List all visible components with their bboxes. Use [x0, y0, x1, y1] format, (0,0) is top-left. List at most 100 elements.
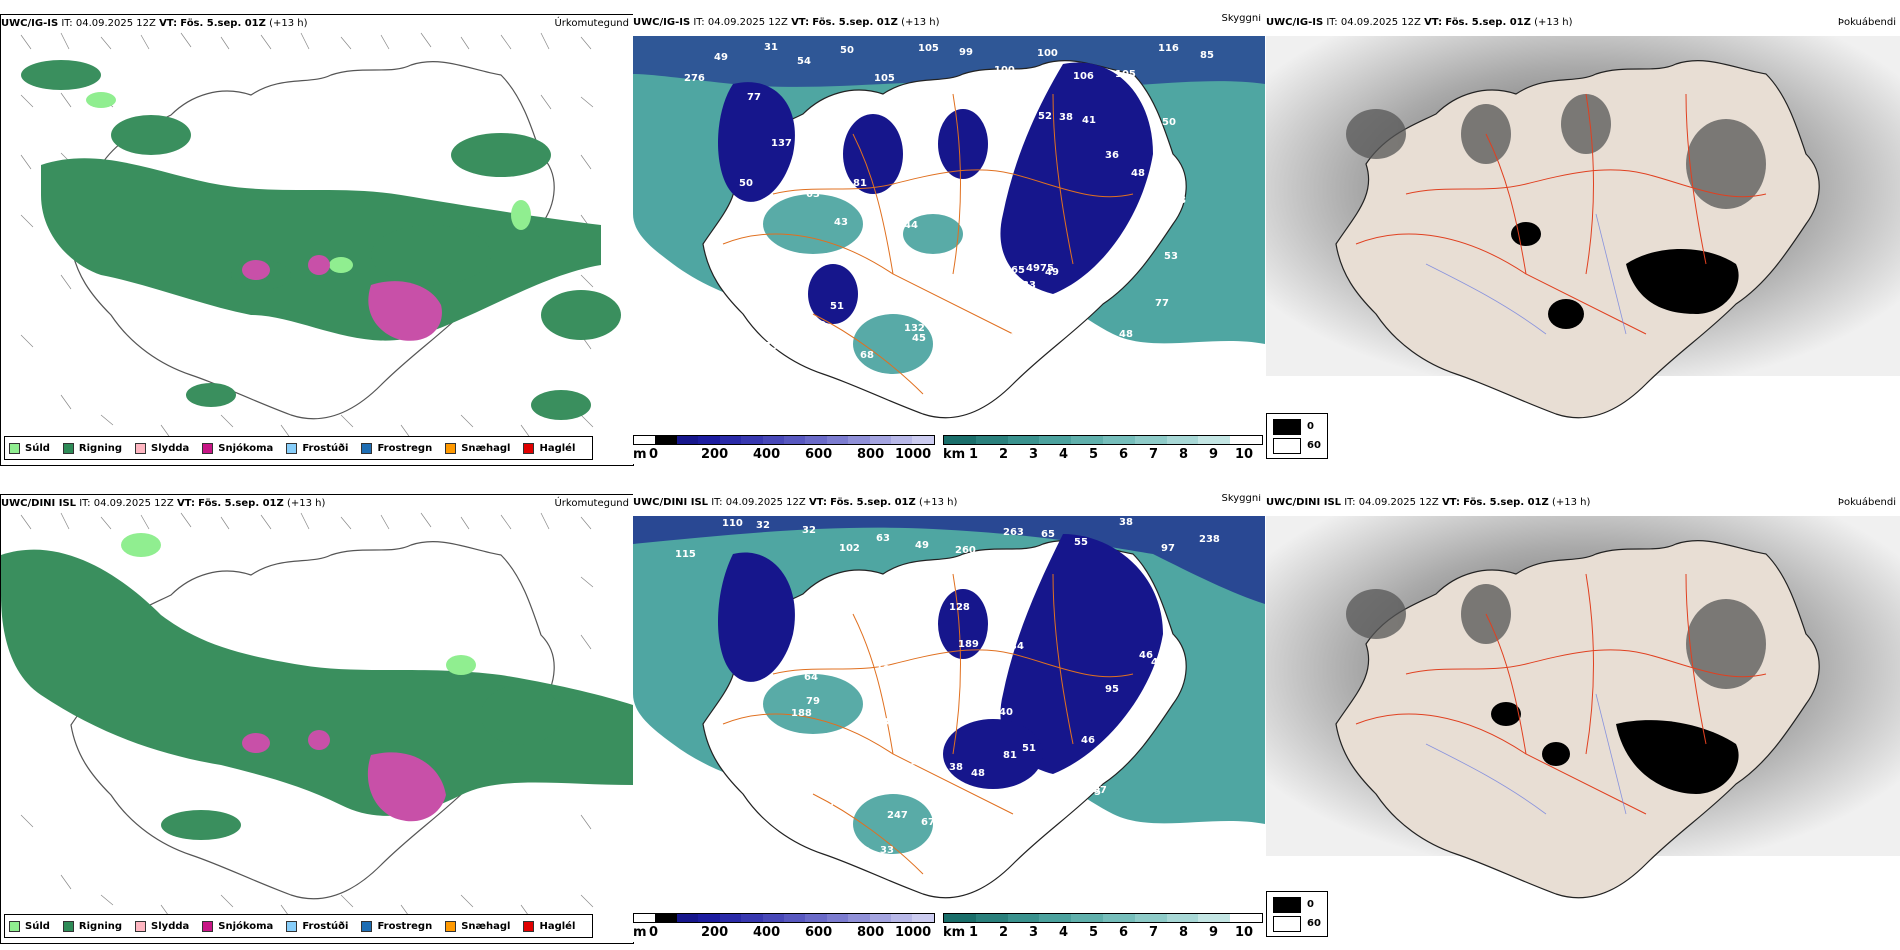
- swatch-icon: [9, 442, 20, 454]
- cloud-base-value: 307: [1086, 785, 1107, 796]
- cloud-base-value: 89: [962, 815, 976, 826]
- colorbar-tick: 2: [999, 447, 1009, 462]
- swatch-icon: [286, 920, 298, 932]
- swatch-icon: [135, 442, 147, 454]
- cloud-base-value: 103: [876, 664, 897, 675]
- swatch-icon: [361, 920, 373, 932]
- colorbar-unit: km: [943, 925, 966, 940]
- legend-item: Rigning: [62, 920, 123, 932]
- cloud-base-value: 49: [714, 52, 728, 63]
- legend-label: Rigning: [78, 920, 123, 932]
- vt-value: Fös. 5.sep. 01Z: [198, 498, 284, 509]
- shade-legend: 0 60: [1266, 891, 1328, 937]
- colorbar-tick: 1: [969, 925, 979, 940]
- cloud-base-value: 61: [882, 772, 896, 783]
- cloud-base-value: 263: [1003, 527, 1024, 538]
- cloud-base-value: 38: [949, 762, 963, 773]
- cloud-base-value: 41: [1082, 115, 1096, 126]
- shade-label-white: 60: [1307, 440, 1321, 451]
- shade-title: Þokuábendi: [1837, 17, 1896, 28]
- colorbar-strip: [943, 435, 1263, 445]
- colorbar-tick: 4: [1059, 925, 1069, 940]
- cloud-base-value: 247: [887, 810, 908, 821]
- cloud-header: UWC/DINI ISL IT: 04.09.2025 12Z VT: Fös.…: [633, 497, 957, 508]
- colorbar-tick: 10: [1235, 925, 1254, 940]
- cloud-base-value: 188: [791, 708, 812, 719]
- cloud-base-value: 42: [947, 320, 961, 331]
- precip-panel: UWC/DINI ISL IT: 04.09.2025 12Z VT: Fös.…: [0, 494, 634, 944]
- it-label: IT:: [1344, 497, 1356, 508]
- shade-label-black: 0: [1307, 899, 1314, 910]
- cloud-map: 276 49 31 54 50 105 105 99 100 100 106 105 116 85 49 13…: [633, 36, 1265, 456]
- cloud-map: 115 110 32 32 102 63 49 260 263 65 55 38 97 238 40 176 7…: [633, 516, 1265, 936]
- precip-header: UWC/IG-IS IT: 04.09.2025 12Z VT: Fös. 5.…: [1, 18, 308, 29]
- legend-item: Súld: [9, 442, 50, 454]
- cloud-base-value: 40: [912, 856, 926, 867]
- cloud-base-value: 166: [829, 179, 850, 190]
- cloud-base-value: 81: [853, 178, 867, 189]
- colorbar-tick: 3: [1029, 447, 1039, 462]
- colorbar-tick: 7: [1149, 447, 1159, 462]
- it-value: 04.09.2025 12Z: [707, 17, 788, 28]
- it-label: IT:: [693, 17, 705, 28]
- legend-item: Frostregn: [361, 920, 433, 932]
- legend-label: Snjókoma: [218, 920, 274, 932]
- colorbar-strip: [943, 913, 1263, 923]
- it-value: 04.09.2025 12Z: [93, 498, 174, 509]
- colorbar-tick: 0: [649, 925, 659, 940]
- cloud-base-value: 51: [1022, 743, 1036, 754]
- cloud-base-value: 110: [722, 518, 743, 529]
- swatch-icon: [202, 920, 214, 932]
- legend-item: Snjókoma: [202, 442, 273, 454]
- precip-header: UWC/DINI ISL IT: 04.09.2025 12Z VT: Fös.…: [1, 498, 325, 509]
- vt-value: Fös. 5.sep. 01Z: [830, 497, 916, 508]
- colorbar-tick: 600: [805, 447, 833, 462]
- legend-label: Haglél: [539, 442, 576, 454]
- cloud-base-value: 44: [904, 220, 918, 231]
- shade-panel: UWC/IG-IS IT: 04.09.2025 12Z VT: Fös. 5.…: [1266, 14, 1900, 464]
- shade-header: UWC/DINI ISL IT: 04.09.2025 12Z VT: Fös.…: [1266, 497, 1590, 508]
- cloud-base-value: 38: [1172, 195, 1186, 206]
- cloud-base-value: 81: [1003, 750, 1017, 761]
- legend-item: Snjókoma: [202, 920, 274, 932]
- legend-label: Súld: [25, 442, 50, 454]
- cloud-base-value: 64: [804, 672, 818, 683]
- cloud-base-value: 40: [999, 707, 1013, 718]
- precip-title: Úrkomutegund: [554, 18, 629, 29]
- colorbar-tick: 7: [1149, 925, 1159, 940]
- colorbar-tick: 400: [753, 925, 781, 940]
- cloud-base-value: 97: [998, 819, 1012, 830]
- colorbar-tick: 800: [857, 925, 885, 940]
- cloud-base-value: 46: [766, 309, 780, 320]
- shade-legend: 0 60: [1266, 413, 1328, 459]
- model-name: UWC/DINI ISL: [1, 498, 77, 509]
- colorbar-tick: 4: [1059, 447, 1069, 462]
- legend-label: Frostregn: [377, 920, 433, 932]
- swatch-icon: [523, 920, 535, 932]
- model-name: UWC/IG-IS: [1266, 17, 1324, 28]
- cloud-base-value: 944: [783, 371, 804, 382]
- colorbar-tick: 1: [969, 447, 979, 462]
- cloud-base-value: 34: [1010, 641, 1024, 652]
- swatch-icon: [135, 920, 147, 932]
- cloud-base-value: 72: [1027, 567, 1041, 578]
- colorbar-tick: 8: [1179, 925, 1189, 940]
- cloud-base-value: 36: [754, 788, 768, 799]
- cloud-base-value: 47: [1151, 657, 1165, 668]
- cloud-base-value: 51: [830, 301, 844, 312]
- it-label: IT:: [79, 498, 91, 509]
- colorbar-tick: 8: [1179, 447, 1189, 462]
- cloud-base-value: 75: [1040, 263, 1054, 274]
- cloud-base-value: 63: [806, 189, 820, 200]
- cloud-base-value: 49: [1045, 267, 1059, 278]
- colorbar-unit: m: [633, 447, 647, 462]
- cloud-base-value: 116: [1158, 43, 1179, 54]
- legend-label: Slydda: [151, 920, 190, 932]
- cloud-base-value: 33: [880, 845, 894, 856]
- cloud-base-value: 55: [1074, 537, 1088, 548]
- cloud-base-value: 58: [909, 203, 923, 214]
- lead-time: (+13 h): [1534, 17, 1573, 28]
- legend-label: Snæhagl: [461, 442, 511, 454]
- cloud-base-value: 62: [908, 713, 922, 724]
- swatch-icon: [202, 442, 214, 454]
